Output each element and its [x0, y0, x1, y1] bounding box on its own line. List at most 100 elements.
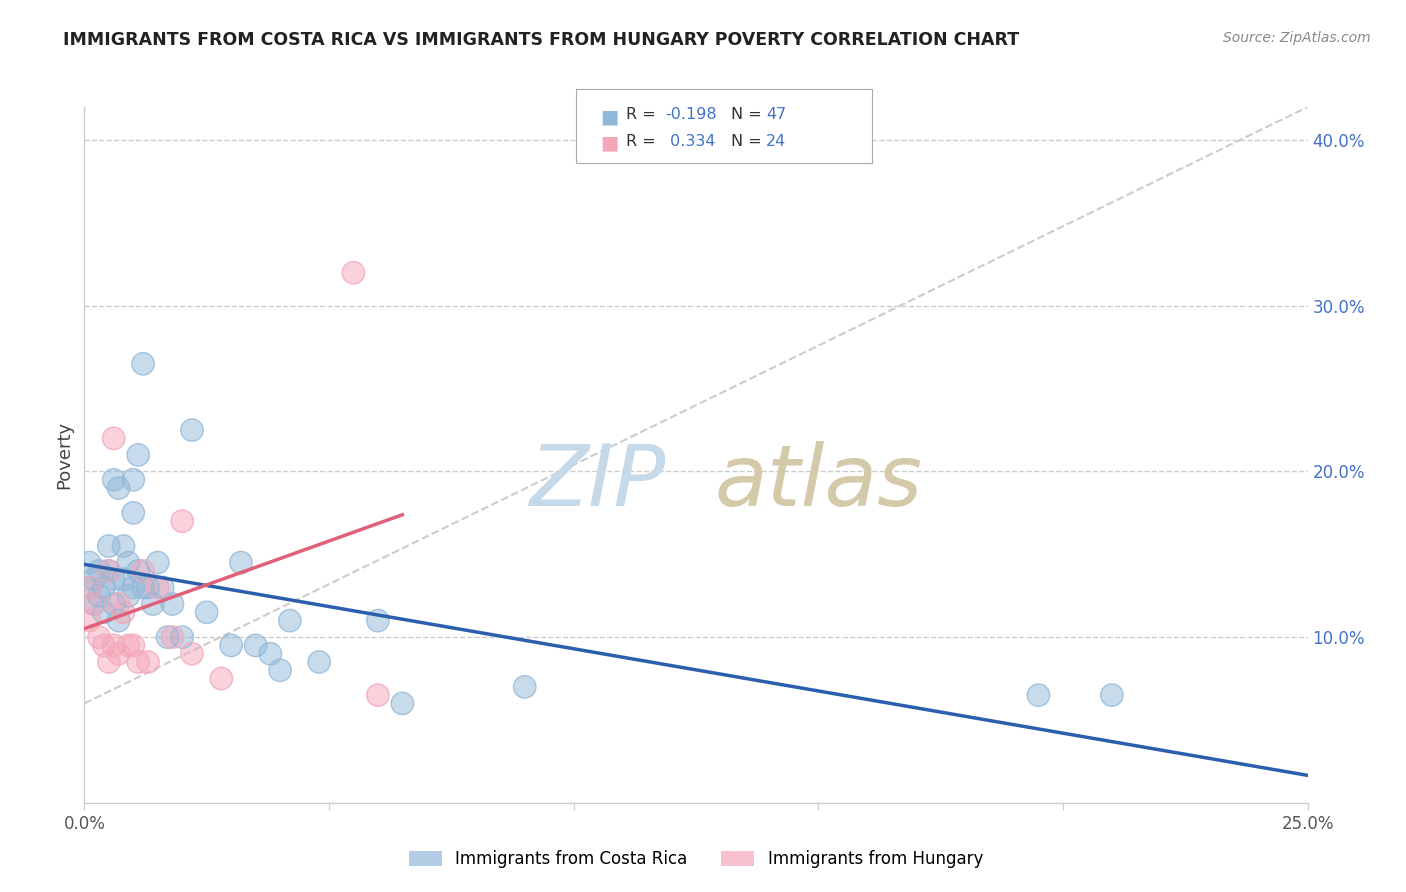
Point [181, 423, 204, 437]
Point [112, 572, 135, 586]
Point [152, 581, 174, 595]
Point [195, 605, 218, 619]
Point [87, 589, 110, 603]
Point [83, 597, 105, 611]
Point [245, 639, 267, 653]
Point [112, 605, 135, 619]
Point [181, 647, 204, 661]
Point [107, 481, 129, 495]
Text: IMMIGRANTS FROM COSTA RICA VS IMMIGRANTS FROM HUNGARY POVERTY CORRELATION CHART: IMMIGRANTS FROM COSTA RICA VS IMMIGRANTS… [63, 31, 1019, 49]
Point [132, 581, 155, 595]
Point [229, 556, 252, 570]
Point [122, 581, 145, 595]
Point [103, 473, 125, 487]
Point [308, 655, 330, 669]
Point [122, 473, 145, 487]
Point [278, 614, 301, 628]
Point [367, 688, 389, 702]
Point [93, 605, 115, 619]
Point [122, 581, 145, 595]
Point [146, 556, 169, 570]
Point [181, 423, 204, 437]
Point [342, 266, 364, 280]
Point [112, 539, 135, 553]
Point [259, 647, 281, 661]
Point [1101, 688, 1123, 702]
Point [103, 473, 125, 487]
Point [83, 597, 105, 611]
Text: ZIP: ZIP [530, 442, 666, 524]
Point [132, 564, 155, 578]
Point [172, 514, 194, 528]
Point [112, 605, 135, 619]
Point [136, 655, 159, 669]
Point [209, 672, 232, 686]
Point [103, 572, 125, 586]
Point [142, 597, 165, 611]
Point [136, 581, 159, 595]
Point [117, 639, 139, 653]
Point [162, 630, 184, 644]
Point [97, 655, 120, 669]
Point [195, 605, 218, 619]
Text: ■: ■ [600, 134, 619, 153]
Point [219, 639, 242, 653]
Point [132, 581, 155, 595]
Point [172, 630, 194, 644]
Point [278, 614, 301, 628]
Point [513, 680, 536, 694]
Point [132, 564, 155, 578]
Point [122, 639, 145, 653]
Y-axis label: Poverty: Poverty [55, 421, 73, 489]
Point [107, 614, 129, 628]
Text: 0.334: 0.334 [665, 134, 716, 149]
Point [259, 647, 281, 661]
Point [77, 581, 100, 595]
Point [103, 597, 125, 611]
Point [152, 581, 174, 595]
Point [77, 556, 100, 570]
Point [83, 572, 105, 586]
Point [219, 639, 242, 653]
Point [97, 539, 120, 553]
Point [77, 614, 100, 628]
Point [103, 639, 125, 653]
Point [107, 647, 129, 661]
Point [122, 506, 145, 520]
Point [117, 589, 139, 603]
Point [117, 589, 139, 603]
Point [127, 564, 149, 578]
Point [87, 564, 110, 578]
Point [103, 639, 125, 653]
Point [146, 581, 169, 595]
Point [127, 564, 149, 578]
Text: N =: N = [731, 107, 768, 122]
Point [1101, 688, 1123, 702]
Point [136, 655, 159, 669]
Point [117, 556, 139, 570]
Text: atlas: atlas [714, 442, 922, 524]
Point [156, 630, 179, 644]
Point [142, 597, 165, 611]
Point [122, 473, 145, 487]
Point [156, 630, 179, 644]
Point [103, 572, 125, 586]
Point [229, 556, 252, 570]
Point [209, 672, 232, 686]
Point [87, 630, 110, 644]
Point [112, 539, 135, 553]
Point [269, 663, 291, 677]
Point [83, 597, 105, 611]
Point [146, 581, 169, 595]
Point [83, 572, 105, 586]
Point [122, 639, 145, 653]
Point [93, 581, 115, 595]
Point [97, 564, 120, 578]
Point [117, 639, 139, 653]
Point [107, 597, 129, 611]
Point [391, 697, 413, 711]
Point [87, 589, 110, 603]
Point [117, 556, 139, 570]
Point [93, 605, 115, 619]
Point [77, 556, 100, 570]
